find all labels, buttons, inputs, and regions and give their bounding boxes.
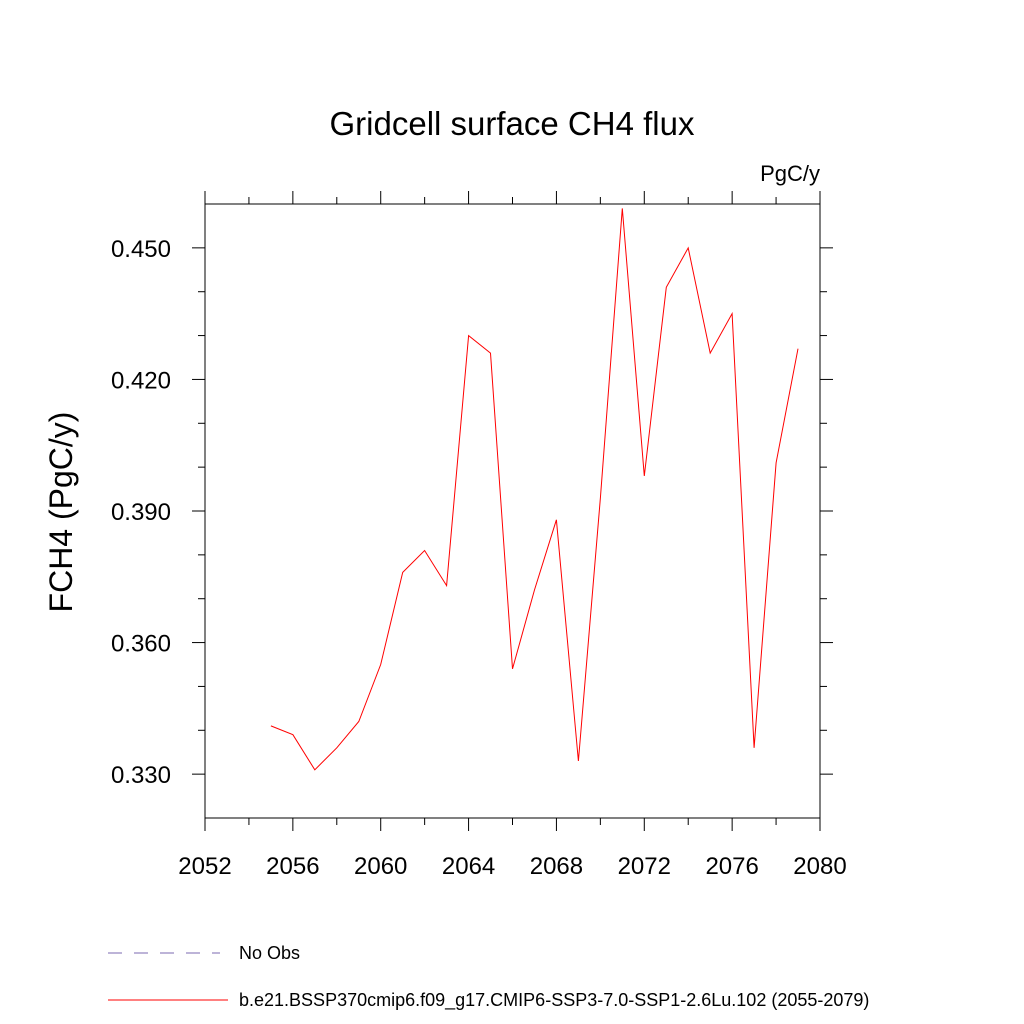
x-tick-label: 2080 [793, 853, 846, 880]
y-tick-label: 0.360 [111, 631, 171, 658]
axis-tick-labels: 2052 2056 2060 2064 2068 2072 2076 2080 0.330 0.3… [111, 236, 847, 880]
x-tick-label: 2076 [705, 853, 758, 880]
x-tick-label: 2060 [354, 853, 407, 880]
x-tick-label: 2068 [530, 853, 583, 880]
plot-frame [204, 203, 821, 819]
y-tick-label: 0.390 [111, 499, 171, 526]
legend-label-no-obs: No Obs [239, 943, 300, 963]
chart-title: Gridcell surface CH4 flux [330, 105, 695, 142]
y-tick-label: 0.420 [111, 367, 171, 394]
axis-ticks [192, 191, 833, 831]
series-layer [270, 208, 799, 771]
x-tick-label: 2072 [618, 853, 671, 880]
x-tick-label: 2064 [442, 853, 495, 880]
legend-label-model-run: b.e21.BSSP370cmip6.f09_g17.CMIP6-SSP3-7.… [239, 990, 869, 1011]
y-tick-label: 0.330 [111, 762, 171, 789]
units-label: PgC/y [760, 161, 820, 186]
series-line-fch4 [270, 208, 799, 771]
y-axis-label: FCH4 (PgC/y) [43, 412, 79, 613]
legend: No Obs b.e21.BSSP370cmip6.f09_g17.CMIP6-… [108, 943, 869, 1011]
x-tick-label: 2056 [266, 853, 319, 880]
y-tick-label: 0.450 [111, 236, 171, 263]
x-tick-label: 2052 [178, 853, 231, 880]
